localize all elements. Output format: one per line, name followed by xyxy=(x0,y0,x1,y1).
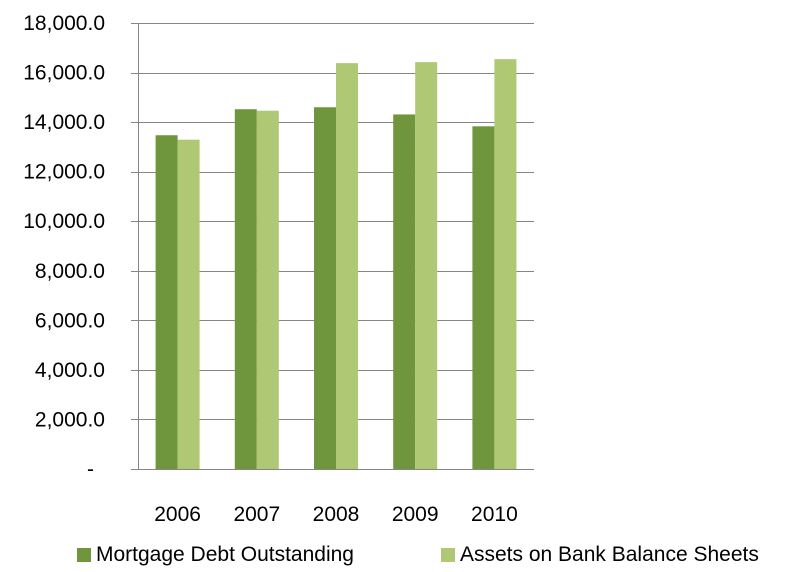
y-tick-label: - xyxy=(87,458,94,481)
bar-mortgage-debt-2010 xyxy=(472,126,495,469)
y-tick-label: 12,000.0 xyxy=(23,161,105,184)
x-axis-tick-labels: 2006 2007 2008 2009 2010 xyxy=(154,503,518,526)
bars xyxy=(155,59,517,470)
y-tick-label: 4,000.0 xyxy=(35,359,105,382)
legend-label: Mortgage Debt Outstanding xyxy=(96,543,354,566)
y-tick-label: 18,000.0 xyxy=(23,12,105,35)
legend-swatch xyxy=(77,548,91,562)
y-tick-label: 2,000.0 xyxy=(35,408,105,431)
y-tick-label: 16,000.0 xyxy=(23,62,105,85)
y-axis-tick-labels: - 2,000.0 4,000.0 6,000.0 8,000.0 10,000.0 12,… xyxy=(23,12,105,481)
bar-mortgage-debt-2007 xyxy=(234,109,257,469)
bar-bank-assets-2006 xyxy=(177,139,200,469)
x-tick-label: 2010 xyxy=(471,503,518,526)
bar-bank-assets-2008 xyxy=(336,63,358,469)
legend: Mortgage Debt Outstanding Assets on Bank … xyxy=(77,543,759,566)
bar-mortgage-debt-2008 xyxy=(314,107,336,469)
y-tick-label: 14,000.0 xyxy=(23,111,105,134)
legend-label: Assets on Bank Balance Sheets xyxy=(460,543,759,566)
y-tick-label: 6,000.0 xyxy=(35,309,105,332)
bar-mortgage-debt-2009 xyxy=(393,114,416,470)
y-tick-label: 8,000.0 xyxy=(35,260,105,283)
legend-swatch xyxy=(441,548,455,562)
x-tick-label: 2007 xyxy=(233,503,280,526)
x-tick-label: 2009 xyxy=(392,503,439,526)
x-tick-label: 2006 xyxy=(154,503,201,526)
bar-bank-assets-2007 xyxy=(256,110,279,470)
bar-bank-assets-2009 xyxy=(415,62,438,469)
bar-bank-assets-2010 xyxy=(494,59,517,469)
y-tick-label: 10,000.0 xyxy=(23,210,105,233)
bar-mortgage-debt-2006 xyxy=(155,135,178,469)
x-tick-label: 2008 xyxy=(313,503,360,526)
